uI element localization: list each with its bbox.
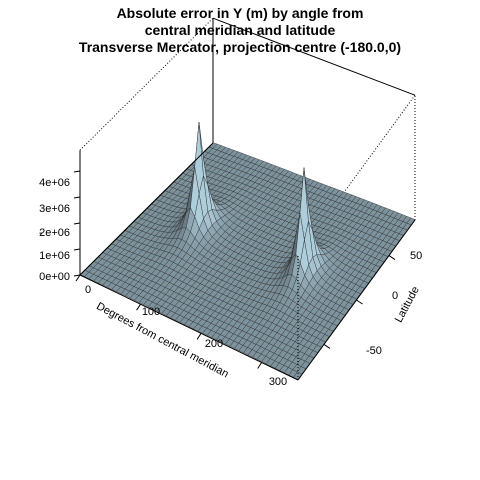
y-tick-mark: [356, 299, 363, 305]
z-tick-mark: [73, 170, 81, 173]
x-tick-mark: [136, 303, 141, 311]
z-tick-label: 0e+00: [39, 271, 70, 283]
box-edge: [79, 17, 214, 151]
title-line-1: Absolute error in Y (m) by angle from: [116, 5, 364, 21]
z-tick-label: 4e+06: [39, 177, 70, 189]
x-tick-label: 200: [205, 338, 223, 350]
z-tick-label: 1e+06: [39, 250, 70, 262]
box-edge: [79, 142, 214, 276]
z-axis-marker: -: [39, 227, 43, 239]
x-tick-label: 100: [142, 306, 160, 318]
z-tick-mark: [73, 222, 81, 225]
x-tick-mark: [257, 362, 263, 369]
z-tick-label: 3e+06: [39, 203, 70, 215]
error-surface: [79, 122, 416, 380]
title-line-3: Transverse Mercator, projection centre (…: [78, 39, 402, 55]
y-tick-mark: [323, 344, 331, 349]
box-edge: [212, 17, 416, 96]
x-tick-mark: [75, 274, 81, 282]
z-tick-mark: [73, 274, 81, 277]
x-tick-mark: [196, 333, 202, 340]
y-tick-label: -50: [366, 345, 382, 357]
x-tick-label: 300: [269, 376, 287, 388]
chart-title: Absolute error in Y (m) by angle from ce…: [0, 5, 480, 56]
y-tick-mark: [388, 255, 396, 260]
z-tick-mark: [73, 248, 81, 251]
x-tick-label: 0: [85, 284, 91, 296]
title-line-2: central meridian and latitude: [144, 22, 336, 38]
z-tick-label: 2e+06: [39, 227, 70, 239]
z-tick-mark: [73, 196, 81, 199]
z-axis: 0e+00 1e+06 2e+06 3e+06 4e+06 -: [39, 170, 81, 283]
y-tick-label: 50: [410, 250, 422, 262]
y-tick-label: 0: [392, 290, 398, 302]
